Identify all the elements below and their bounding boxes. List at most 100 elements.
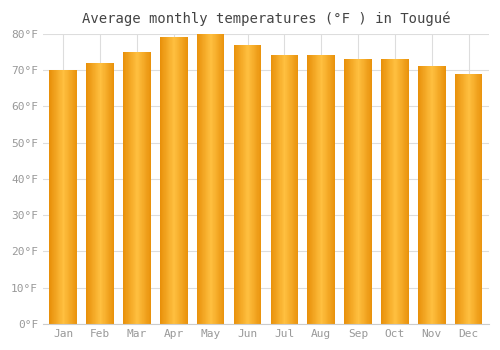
Bar (104, 63, 105, 324)
Bar (132, 52, 133, 324)
Bar (272, 56, 274, 324)
Bar (404, 59, 405, 324)
Bar (68, 70, 69, 324)
Bar (137, 52, 138, 324)
Bar (291, 56, 292, 324)
Bar (59, 70, 60, 324)
Bar (94, 63, 95, 324)
Bar (387, 59, 388, 324)
Bar (215, 34, 216, 324)
Bar (95, 63, 96, 324)
Bar (256, 44, 257, 324)
Bar (357, 59, 358, 324)
Bar (328, 56, 329, 324)
Bar (140, 52, 141, 324)
Bar (358, 59, 359, 324)
Bar (470, 74, 471, 324)
Bar (279, 56, 280, 324)
Bar (332, 56, 333, 324)
Bar (56, 70, 57, 324)
Bar (165, 37, 166, 324)
Bar (66, 70, 67, 324)
Bar (168, 37, 169, 324)
Bar (125, 52, 126, 324)
Bar (436, 66, 438, 324)
Bar (108, 63, 109, 324)
Bar (129, 52, 130, 324)
Bar (141, 52, 142, 324)
Bar (247, 44, 248, 324)
Bar (420, 66, 422, 324)
Bar (182, 37, 183, 324)
Bar (403, 59, 404, 324)
Bar (383, 59, 384, 324)
Bar (405, 59, 406, 324)
Bar (244, 44, 246, 324)
Bar (70, 70, 71, 324)
Bar (87, 63, 88, 324)
Bar (367, 59, 368, 324)
Bar (400, 59, 401, 324)
Bar (354, 59, 356, 324)
Bar (468, 74, 469, 324)
Bar (236, 44, 237, 324)
Bar (431, 66, 432, 324)
Bar (214, 34, 215, 324)
Bar (312, 56, 313, 324)
Bar (170, 37, 171, 324)
Bar (384, 59, 385, 324)
Bar (175, 37, 176, 324)
Bar (429, 66, 430, 324)
Bar (329, 56, 330, 324)
Bar (220, 34, 221, 324)
Bar (397, 59, 398, 324)
Bar (331, 56, 332, 324)
Bar (289, 56, 290, 324)
Bar (369, 59, 370, 324)
Bar (325, 56, 326, 324)
Bar (388, 59, 389, 324)
Bar (207, 34, 208, 324)
Bar (169, 37, 170, 324)
Bar (219, 34, 220, 324)
Bar (179, 37, 180, 324)
Bar (351, 59, 352, 324)
Bar (222, 34, 223, 324)
Bar (424, 66, 425, 324)
Bar (134, 52, 136, 324)
Bar (280, 56, 281, 324)
Bar (146, 52, 147, 324)
Bar (395, 59, 396, 324)
Bar (242, 44, 243, 324)
Bar (285, 56, 286, 324)
Bar (293, 56, 294, 324)
Bar (370, 59, 371, 324)
Bar (74, 70, 75, 324)
Bar (422, 66, 423, 324)
Bar (89, 63, 90, 324)
Bar (109, 63, 110, 324)
Bar (322, 56, 323, 324)
Bar (445, 66, 446, 324)
Bar (142, 52, 143, 324)
Bar (479, 74, 480, 324)
Bar (345, 59, 346, 324)
Bar (481, 74, 482, 324)
Bar (136, 52, 137, 324)
Bar (260, 44, 261, 324)
Bar (209, 34, 210, 324)
Bar (476, 74, 477, 324)
Bar (90, 63, 91, 324)
Bar (147, 52, 148, 324)
Bar (391, 59, 392, 324)
Bar (58, 70, 59, 324)
Bar (180, 37, 181, 324)
Bar (472, 74, 473, 324)
Bar (439, 66, 440, 324)
Bar (344, 59, 345, 324)
Bar (254, 44, 255, 324)
Bar (333, 56, 334, 324)
Bar (271, 56, 272, 324)
Bar (287, 56, 288, 324)
Bar (250, 44, 251, 324)
